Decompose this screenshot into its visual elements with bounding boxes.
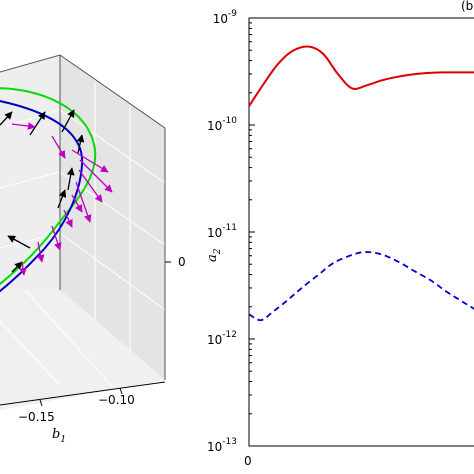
- y-tick-label: 10-9: [213, 9, 238, 26]
- x-axis-3d: [0, 381, 166, 406]
- x-axis-label-sub: 1: [60, 435, 66, 445]
- x-axis-label-3d: b1: [52, 427, 66, 445]
- x-ticks-3d: [39, 387, 123, 407]
- y-tick-label-base: 10: [213, 12, 228, 26]
- side-pane: [60, 55, 165, 380]
- y-axis-label: a2: [205, 248, 223, 262]
- y-tick-label-base: 10: [207, 440, 222, 454]
- y-tick-label: 10-13: [207, 437, 237, 454]
- y-tick-label-exp: -10: [222, 116, 237, 126]
- series-line-dashed: [249, 251, 474, 322]
- grid-3d: [0, 80, 166, 396]
- x-axis-label-base: b: [52, 427, 60, 442]
- y-tick-label-exp: -11: [222, 223, 237, 233]
- y-axis-label-sub: 2: [213, 248, 223, 255]
- green-curve: [0, 87, 97, 286]
- y-tick-label-base: 10: [207, 119, 222, 133]
- series-group: [249, 45, 474, 322]
- y-tick-label-base: 10: [207, 226, 222, 240]
- y-tick-label-exp: -9: [228, 9, 237, 19]
- y-tick-label: 10-11: [207, 223, 237, 240]
- x-tick-label-3d: −0.15: [18, 410, 55, 424]
- series-line-solid: [249, 45, 474, 107]
- panel-a-3d-plot: −0.15 −0.10 0 b1: [0, 54, 186, 445]
- panel-label-b: (b: [461, 0, 473, 13]
- y-tick-label: 10-10: [207, 116, 237, 133]
- x-tick-label: 0: [244, 454, 252, 468]
- y-tick-label: 10-12: [207, 330, 237, 347]
- floor-pane: [0, 290, 165, 410]
- y-tick-label-exp: -13: [222, 437, 237, 447]
- z-tick-label-3d: 0: [178, 255, 186, 269]
- y-axis-label-base: a: [205, 254, 220, 262]
- x-tick-label-3d: −0.10: [98, 393, 135, 407]
- black-arrows: [0, 109, 85, 273]
- y-tick-label-base: 10: [207, 333, 222, 347]
- y-tick-label-exp: -12: [222, 330, 237, 340]
- plot-frame: [248, 17, 474, 447]
- pane-edges: [0, 54, 166, 380]
- magenta-arrows: [0, 115, 113, 276]
- back-pane: [0, 55, 60, 290]
